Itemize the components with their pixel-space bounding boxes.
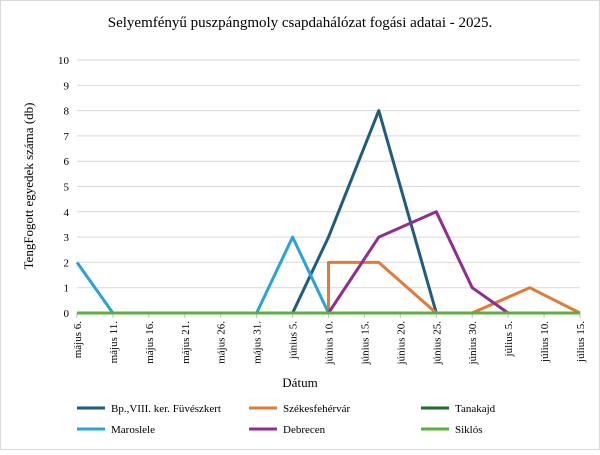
y-tick-label: 0 [64,308,70,320]
y-tick-label: 1 [64,283,70,295]
x-tick-label: május 21. [180,321,192,364]
x-tick-label: június 20. [395,321,407,366]
series-line-5 [327,210,509,315]
x-tick-label: május 6. [72,321,84,359]
y-axis-ticks: 0 1 2 3 4 5 6 7 8 9 10 [58,55,70,320]
legend: Bp.,VIII. ker. Füvészkert Székesfehérvár T… [77,403,496,436]
x-tick-label: május 16. [144,321,156,364]
series-line-2 [77,260,581,315]
y-tick-label: 4 [64,207,70,219]
legend-label: Maroslele [111,424,155,436]
y-tick-label: 6 [64,156,70,168]
legend-label: Bp.,VIII. ker. Füvészkert [111,403,221,415]
x-tick-label: július 5. [503,321,515,358]
x-tick-label: június 25. [431,321,443,366]
x-tick-label: június 30. [467,321,479,366]
y-tick-label: 7 [64,131,70,143]
x-axis-title: Dátum [282,375,317,390]
y-tick-label: 9 [64,80,70,92]
y-tick-label: 10 [58,55,70,67]
y-tick-label: 3 [64,232,70,244]
legend-label: Debrecen [283,424,326,436]
legend-label: Székesfehérvár [283,403,351,415]
y-tick-label: 2 [64,257,70,269]
x-tick-label: június 10. [324,321,336,366]
legend-label: Tanakajd [455,403,496,415]
x-tick-label: július 10. [539,321,551,363]
y-tick-label: 5 [64,182,70,194]
series-lines [75,109,581,315]
chart-title: Selyemfényű puszpángmoly csapdahálózat f… [108,15,492,31]
x-tick-label: május 26. [216,321,228,364]
x-tick-label: május 11. [108,321,120,364]
x-tick-label: július 15. [575,321,587,363]
y-axis-title: TengFogott egyedek száma (db) [21,103,36,270]
legend-label: Siklós [455,424,483,436]
x-axis-ticks: május 6. május 11. május 16. május 21. május… [72,313,587,365]
x-tick-label: június 5. [288,321,300,360]
x-tick-label: május 31. [252,321,264,364]
x-tick-label: június 15. [359,321,371,366]
y-tick-label: 8 [64,106,70,118]
